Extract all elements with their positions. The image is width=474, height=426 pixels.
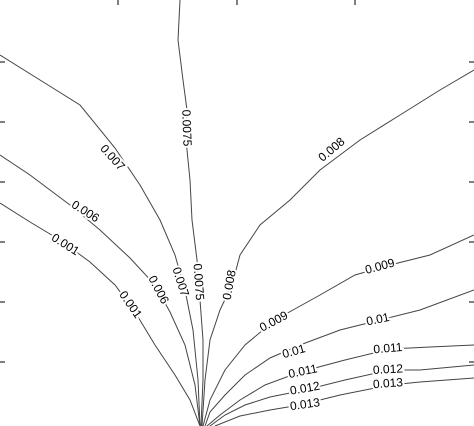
contour-label: 0.011 <box>373 340 404 357</box>
contour-line <box>204 289 474 426</box>
contour-label: 0.007 <box>169 265 192 298</box>
contour-label: 0.01 <box>281 341 308 361</box>
contour-label: 0.006 <box>146 273 173 306</box>
contour-label: 0.001 <box>49 230 82 258</box>
contour-label: 0.001 <box>116 288 145 321</box>
contour-label: 0.009 <box>257 308 290 335</box>
contour-line <box>201 69 474 426</box>
contour-line <box>0 154 201 426</box>
contour-label: 0.0075 <box>191 263 208 301</box>
contour-line <box>0 202 201 426</box>
contour-label: 0.008 <box>220 269 239 301</box>
frame-ticks <box>0 0 474 363</box>
contour-label: 0.008 <box>315 134 347 164</box>
contour-line <box>202 234 474 426</box>
contour-label: 0.0075 <box>179 109 194 146</box>
contour-line <box>177 0 204 426</box>
contour-label: 0.012 <box>373 361 404 377</box>
contour-label: 0.013 <box>289 395 321 413</box>
contour-label: 0.009 <box>363 255 396 276</box>
contour-label: 0.011 <box>287 361 319 381</box>
contour-line <box>209 364 474 426</box>
contour-label: 0.013 <box>372 375 403 391</box>
contour-label: 0.006 <box>69 197 102 225</box>
contour-label: 0.01 <box>365 310 391 329</box>
contour-line <box>206 344 474 426</box>
contour-label: 0.007 <box>97 142 128 174</box>
contour-line <box>0 54 201 426</box>
contour-line <box>214 377 474 426</box>
